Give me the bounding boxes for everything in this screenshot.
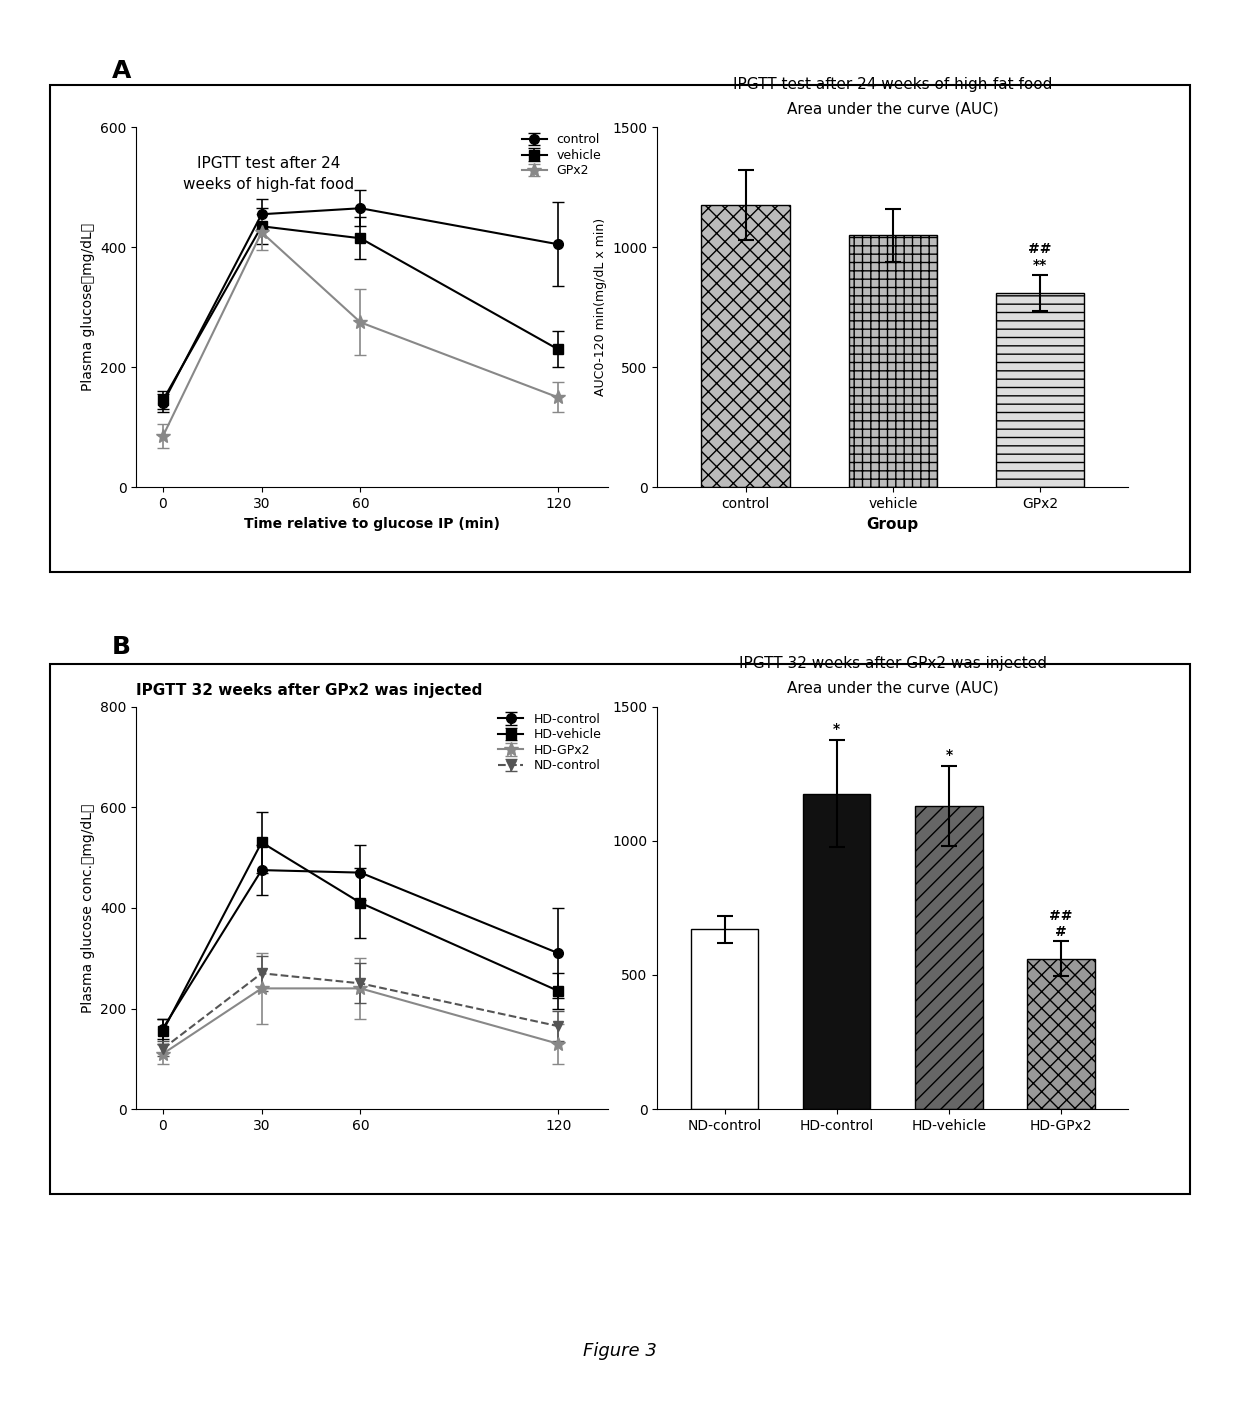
Title: IPGTT test after 24 weeks of high-fat food
Area under the curve (AUC): IPGTT test after 24 weeks of high-fat fo… [733,76,1053,116]
Title: IPGTT 32 weeks after GPx2 was injected
Area under the curve (AUC): IPGTT 32 weeks after GPx2 was injected A… [739,656,1047,695]
Text: IPGTT 32 weeks after GPx2 was injected: IPGTT 32 weeks after GPx2 was injected [136,684,482,698]
Y-axis label: AUC0-120 min(mg/dL x min): AUC0-120 min(mg/dL x min) [594,218,606,397]
Bar [915,805,982,1109]
Text: *: * [833,722,841,736]
Text: *: * [945,747,952,762]
X-axis label: Group: Group [867,517,919,531]
Text: Figure 3: Figure 3 [583,1342,657,1361]
Y-axis label: Plasma glucose conc.（mg/dL）: Plasma glucose conc.（mg/dL） [81,803,94,1013]
Bar [996,292,1084,487]
Text: B: B [112,636,130,660]
Y-axis label: Plasma glucose（mg/dL）: Plasma glucose（mg/dL） [81,223,94,391]
Legend: HD-control, HD-vehicle, HD-GPx2, ND-control: HD-control, HD-vehicle, HD-GPx2, ND-cont… [498,712,601,773]
Bar [1028,959,1095,1109]
Text: ##
#: ## # [1049,909,1073,938]
Legend: control, vehicle, GPx2: control, vehicle, GPx2 [522,133,601,178]
X-axis label: Time relative to glucose IP (min): Time relative to glucose IP (min) [244,517,500,531]
Text: A: A [112,59,131,83]
Bar [804,794,870,1109]
Bar [691,930,758,1109]
Bar [848,235,937,487]
Text: IPGTT test after 24
weeks of high-fat food: IPGTT test after 24 weeks of high-fat fo… [182,155,353,192]
Bar [702,205,790,487]
Text: ##
**: ## ** [1028,242,1052,273]
